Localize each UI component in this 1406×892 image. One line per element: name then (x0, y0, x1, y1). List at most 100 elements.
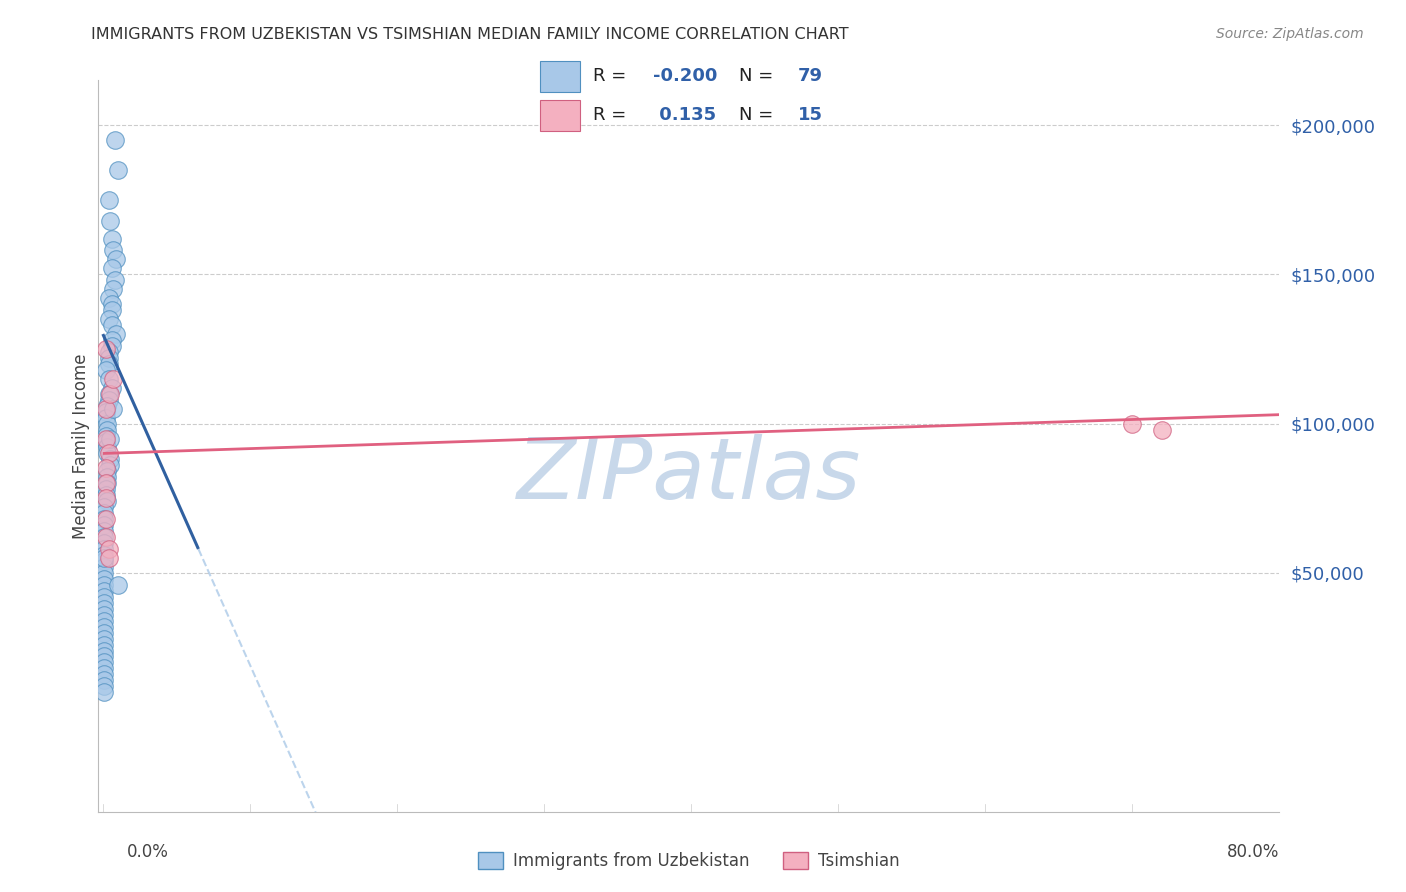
Point (104, 133, 127, 147)
Point (100, 297, 122, 311)
Point (94, 428, 117, 442)
Point (96, 470, 118, 484)
Point (93, 551, 115, 566)
Point (104, 273, 127, 287)
Point (93, 643, 115, 657)
Point (93, 649, 115, 664)
Point (93, 512, 115, 526)
Point (100, 339, 122, 353)
Text: -0.200: -0.200 (652, 68, 717, 86)
Point (98, 386, 121, 401)
Point (94, 432, 117, 446)
Point (93, 560, 115, 574)
Point (93, 590, 115, 604)
Point (97, 446, 120, 460)
Point (93, 554, 115, 568)
Point (97, 386, 120, 401)
Point (94, 410, 117, 425)
Text: 79: 79 (799, 68, 823, 86)
Point (93, 572, 115, 586)
Point (94, 461, 117, 475)
Point (97, 392, 120, 407)
Point (96, 417, 118, 431)
Point (97, 312, 120, 326)
Point (107, 162, 129, 177)
Bar (540, 62, 581, 92)
Point (93, 656, 115, 670)
Text: IMMIGRANTS FROM UZBEKISTAN VS TSIMSHIAN MEDIAN FAMILY INCOME CORRELATION CHART: IMMIGRANTS FROM UZBEKISTAN VS TSIMSHIAN … (91, 27, 849, 42)
Text: 80.0%: 80.0% (1227, 843, 1279, 861)
Point (93, 500, 115, 515)
Legend: Immigrants from Uzbekistan, Tsimshian: Immigrants from Uzbekistan, Tsimshian (471, 845, 907, 877)
Point (93, 638, 115, 652)
Point (93, 667, 115, 681)
Point (93, 625, 115, 640)
Point (94, 512, 117, 526)
Text: 0.0%: 0.0% (127, 843, 169, 861)
Point (93, 524, 115, 538)
Text: R =: R = (593, 106, 633, 124)
Point (100, 231, 122, 245)
Point (97, 357, 120, 371)
Point (93, 566, 115, 580)
Point (96, 494, 118, 508)
Text: N =: N = (738, 106, 779, 124)
Point (93, 601, 115, 615)
Point (93, 661, 115, 675)
Point (94, 401, 117, 416)
Point (93, 541, 115, 556)
Point (97, 541, 120, 556)
Point (100, 303, 122, 318)
Point (100, 333, 122, 347)
Point (97, 193, 120, 207)
Point (94, 530, 117, 544)
Point (97, 551, 120, 566)
Point (96, 441, 118, 455)
Point (98, 452, 121, 467)
Point (96, 464, 118, 478)
Text: Source: ZipAtlas.com: Source: ZipAtlas.com (1216, 27, 1364, 41)
Point (94, 483, 117, 497)
Point (94, 476, 117, 491)
Point (93, 685, 115, 699)
Point (98, 458, 121, 473)
Point (94, 434, 117, 449)
Point (94, 405, 117, 419)
Point (105, 326, 128, 341)
Point (93, 548, 115, 562)
Text: ZIPatlas: ZIPatlas (517, 434, 860, 516)
Point (96, 399, 118, 413)
Point (93, 518, 115, 533)
Point (94, 491, 117, 506)
Point (96, 446, 118, 460)
Point (105, 252, 128, 267)
Point (97, 372, 120, 386)
Text: 0.135: 0.135 (652, 106, 716, 124)
Point (100, 261, 122, 276)
Point (101, 244, 124, 258)
Point (107, 578, 129, 592)
Point (93, 530, 115, 544)
Point (97, 351, 120, 365)
Point (100, 318, 122, 332)
Y-axis label: Median Family Income: Median Family Income (72, 353, 90, 539)
Text: R =: R = (593, 68, 633, 86)
Point (93, 619, 115, 633)
Point (97, 291, 120, 305)
Text: N =: N = (738, 68, 779, 86)
Point (94, 488, 117, 502)
Bar (540, 100, 581, 130)
Point (101, 401, 124, 416)
Point (94, 363, 117, 377)
Point (93, 632, 115, 646)
Point (96, 423, 118, 437)
Point (101, 282, 124, 296)
Point (93, 506, 115, 520)
Point (93, 679, 115, 693)
Point (98, 432, 121, 446)
Point (93, 607, 115, 622)
Point (94, 342, 117, 356)
Point (98, 213, 121, 227)
Point (1150, 423, 1173, 437)
Point (93, 583, 115, 598)
